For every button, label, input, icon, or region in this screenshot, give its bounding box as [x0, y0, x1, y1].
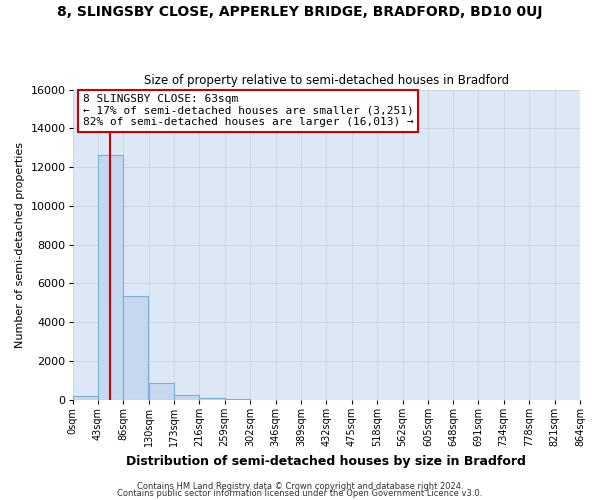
Y-axis label: Number of semi-detached properties: Number of semi-detached properties [15, 142, 25, 348]
Text: Contains HM Land Registry data © Crown copyright and database right 2024.: Contains HM Land Registry data © Crown c… [137, 482, 463, 491]
Bar [98, 154, 123, 400]
Text: 8 SLINGSBY CLOSE: 63sqm
← 17% of semi-detached houses are smaller (3,251)
82% of: 8 SLINGSBY CLOSE: 63sqm ← 17% of semi-de… [83, 94, 413, 128]
Bar [174, 394, 199, 400]
Bar [123, 296, 148, 400]
Text: Contains public sector information licensed under the Open Government Licence v3: Contains public sector information licen… [118, 489, 482, 498]
Bar [149, 383, 174, 400]
Bar [199, 398, 225, 400]
X-axis label: Distribution of semi-detached houses by size in Bradford: Distribution of semi-detached houses by … [127, 454, 526, 468]
Bar [225, 399, 250, 400]
Text: 8, SLINGSBY CLOSE, APPERLEY BRIDGE, BRADFORD, BD10 0UJ: 8, SLINGSBY CLOSE, APPERLEY BRIDGE, BRAD… [57, 5, 543, 19]
Title: Size of property relative to semi-detached houses in Bradford: Size of property relative to semi-detach… [144, 74, 509, 87]
Bar [73, 396, 98, 400]
